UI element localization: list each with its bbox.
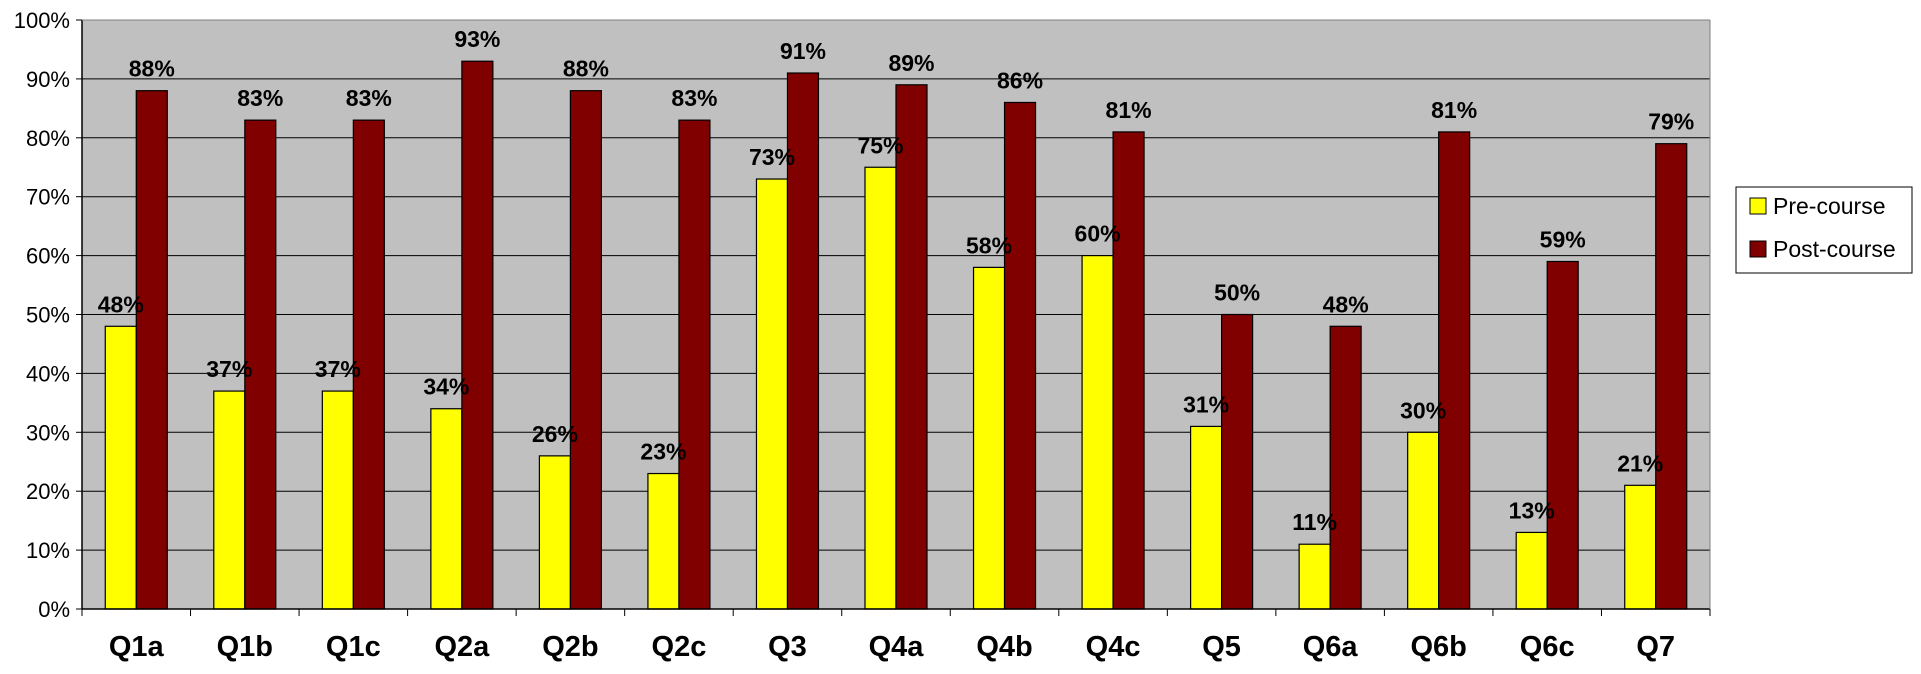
bar-pre-course-q2a	[430, 408, 463, 610]
data-label: 75%	[857, 132, 903, 158]
bar-pre-course-q6b	[1407, 431, 1440, 610]
bar-post-course-q2c	[678, 119, 711, 610]
y-tick-label: 70%	[26, 185, 70, 210]
data-label: 89%	[888, 50, 934, 76]
x-category-label: Q2a	[434, 631, 490, 663]
data-label: 50%	[1214, 280, 1260, 306]
data-label: 81%	[1106, 97, 1152, 123]
data-label: 93%	[454, 26, 500, 52]
bar-pre-course-q1c	[321, 390, 354, 610]
bar-pre-course-q3	[755, 178, 789, 610]
bar-pre-course-q1a	[104, 325, 137, 610]
y-tick-label: 90%	[26, 67, 70, 92]
bar-post-course-q4a	[895, 84, 928, 610]
data-label: 86%	[997, 67, 1043, 93]
bar-post-course-q3	[786, 72, 820, 610]
data-label: 83%	[671, 85, 717, 111]
bar-post-course-q6a	[1329, 325, 1362, 610]
x-category-label: Q2b	[542, 631, 598, 663]
bar-post-course-q2b	[569, 90, 603, 610]
data-label: 26%	[532, 421, 578, 447]
bar-post-course-q4c	[1112, 131, 1145, 610]
x-category-label: Q5	[1202, 631, 1241, 663]
x-category-label: Q4c	[1086, 631, 1141, 663]
data-label: 88%	[129, 56, 175, 82]
bar-post-course-q7	[1655, 143, 1688, 610]
data-label: 73%	[749, 144, 795, 170]
data-label: 48%	[1323, 291, 1369, 317]
data-label: 30%	[1400, 397, 1446, 423]
x-category-label: Q1c	[326, 631, 381, 663]
data-label: 21%	[1617, 450, 1663, 476]
data-label: 88%	[563, 56, 609, 82]
y-tick-label: 30%	[26, 420, 70, 445]
data-labels: 48% 88% 37% 83% 37% 83% 34% 93% 26% 88% 23% 83% 73% 9…	[98, 26, 1695, 535]
bar-pre-course-q4c	[1081, 255, 1114, 610]
bar-pre-course-q7	[1624, 484, 1657, 610]
data-label: 48%	[98, 291, 144, 317]
data-label: 37%	[315, 356, 361, 382]
bar-post-course-q2a	[461, 60, 494, 610]
y-tick-label: 50%	[26, 303, 70, 328]
x-category-label: Q1b	[217, 631, 273, 663]
y-tick-label: 100%	[14, 8, 70, 33]
bar-pre-course-q5	[1189, 425, 1223, 610]
x-category-label: Q3	[768, 631, 807, 663]
y-tick-label: 40%	[26, 361, 70, 386]
bar-pre-course-q1b	[213, 390, 246, 610]
bars	[104, 60, 1688, 610]
data-label: 81%	[1431, 97, 1477, 123]
bar-pre-course-q6a	[1298, 543, 1331, 610]
bar-post-course-q1b	[244, 119, 277, 610]
data-label: 11%	[1292, 509, 1337, 535]
data-label: 37%	[206, 356, 252, 382]
y-tick-label: 80%	[26, 126, 70, 151]
x-category-label: Q1a	[109, 631, 165, 663]
data-label: 23%	[640, 439, 686, 465]
x-category-label: Q4a	[869, 631, 925, 663]
legend: Pre-course Post-course	[1735, 186, 1913, 274]
data-label: 83%	[346, 85, 392, 111]
data-label: 34%	[423, 374, 469, 400]
bar-post-course-q5	[1220, 313, 1254, 610]
legend-swatch	[1749, 240, 1767, 258]
x-category-label: Q4b	[976, 631, 1032, 663]
y-axis-tick-labels: 0% 10% 20% 30% 40% 50% 60% 70% 80% 90% 100%	[14, 8, 70, 622]
x-category-label: Q7	[1636, 631, 1675, 663]
bar-pre-course-q4b	[972, 266, 1006, 610]
data-label: 60%	[1075, 221, 1121, 247]
data-label: 79%	[1648, 109, 1694, 135]
bar-post-course-q6c	[1546, 260, 1579, 610]
bar-pre-course-q2b	[538, 455, 572, 610]
y-tick-label: 10%	[26, 538, 70, 563]
axes	[81, 19, 1711, 616]
bar-post-course-q1c	[352, 119, 385, 610]
y-tick-label: 20%	[26, 479, 70, 504]
data-label: 83%	[237, 85, 283, 111]
bar-post-course-q1a	[135, 90, 168, 610]
y-tick-label: 0%	[38, 597, 70, 622]
bar-pre-course-q6c	[1515, 531, 1548, 610]
data-label: 31%	[1183, 391, 1229, 417]
data-label: 91%	[780, 38, 826, 64]
legend-label: Post-course	[1773, 236, 1896, 262]
bar-post-course-q6b	[1438, 131, 1471, 610]
bar-post-course-q4b	[1003, 101, 1037, 610]
x-category-label: Q6c	[1520, 631, 1575, 663]
data-label: 59%	[1540, 226, 1586, 252]
data-label: 58%	[966, 232, 1012, 258]
x-category-label: Q6b	[1410, 631, 1466, 663]
x-axis-category-labels: Q1a Q1b Q1c Q2a Q2b Q2c Q3 Q4a Q4b Q4c Q5 Q6a Q6b Q6c…	[109, 631, 1675, 663]
legend-label: Pre-course	[1773, 193, 1885, 219]
x-category-label: Q6a	[1303, 631, 1359, 663]
bar-pre-course-q2c	[647, 472, 680, 610]
x-category-label: Q2c	[652, 631, 707, 663]
y-tick-label: 60%	[26, 244, 70, 269]
bar-pre-course-q4a	[864, 166, 897, 610]
data-label: 13%	[1509, 497, 1555, 523]
legend-swatch	[1749, 197, 1767, 215]
